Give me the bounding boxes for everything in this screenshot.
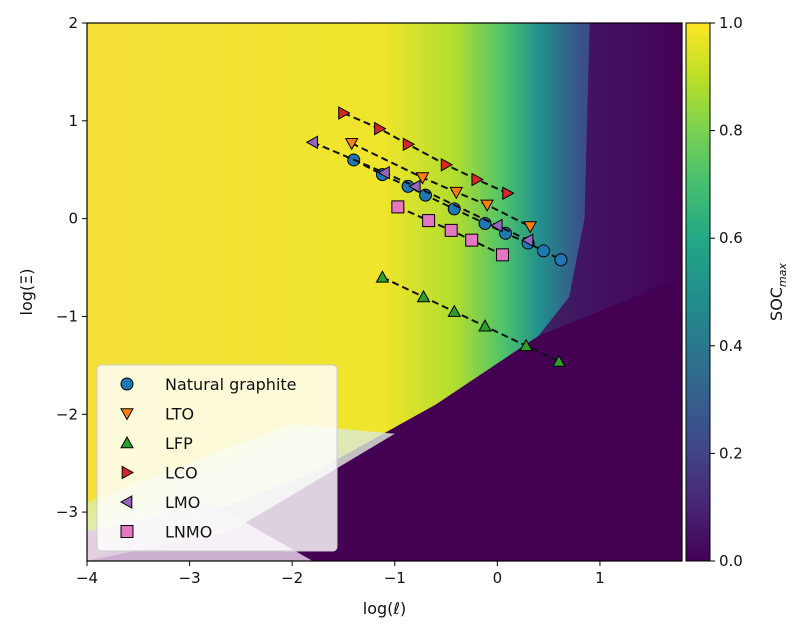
legend-marker-lco: [121, 465, 135, 480]
x-tick-label: −2: [281, 569, 303, 587]
point-lto: [523, 221, 538, 234]
point-lnmo: [391, 200, 405, 214]
y-tick-label: −3: [56, 503, 78, 521]
plot-frame: [86, 22, 683, 562]
fit-line-lco: [343, 112, 509, 195]
y-tick-label: 0: [68, 210, 78, 228]
y-tick-label: −1: [56, 307, 78, 325]
y-tick-label: 1: [68, 112, 78, 130]
point-lco: [402, 137, 416, 152]
point-lfp: [375, 270, 390, 283]
series-lmo: [305, 135, 534, 248]
point-lto: [344, 138, 359, 151]
x-tick-label: 1: [595, 569, 605, 587]
point-natural-graphite: [554, 253, 568, 267]
x-tick-label: −4: [76, 569, 98, 587]
point-lnmo: [422, 214, 436, 228]
point-lco: [471, 172, 484, 187]
series-lto: [344, 138, 538, 234]
colorbar-tick-label: 1.0: [719, 14, 743, 32]
legend-label-lnmo: LNMO: [165, 523, 212, 542]
point-lto: [449, 186, 464, 200]
series-lco: [338, 106, 515, 201]
legend-label-lto: LTO: [165, 405, 194, 424]
colorbar: [685, 22, 711, 562]
colorbar-tick-label: 0.2: [719, 444, 743, 462]
legend-marker-natural-graphite: [120, 377, 134, 391]
point-lmo: [305, 135, 318, 150]
x-tick-label: −1: [384, 569, 406, 587]
point-lco: [502, 186, 515, 201]
point-lmo: [490, 218, 503, 233]
legend-label-lmo: LMO: [165, 493, 200, 512]
y-tick-label: −2: [56, 405, 78, 423]
legend-marker-lfp: [120, 435, 134, 449]
colorbar-label-sub: max: [776, 263, 789, 287]
x-tick-label: 0: [493, 569, 503, 587]
point-lfp: [447, 304, 462, 317]
point-lto: [480, 199, 494, 212]
y-axis-label: log(Ξ): [17, 269, 36, 316]
colorbar-axis: 0.0 0.2 0.4 0.6 0.8 1.0: [710, 14, 743, 570]
point-lmo: [377, 165, 390, 180]
soc-heatmap: [87, 23, 682, 561]
series-lfp: [375, 270, 566, 367]
series-layer: [305, 106, 568, 367]
point-lfp: [519, 338, 533, 352]
colorbar-label-main: SOC: [767, 287, 786, 321]
x-tick-label: −3: [179, 569, 201, 587]
colorbar-tick-label: 0.8: [719, 122, 743, 140]
point-lfp: [478, 319, 492, 332]
point-lco: [338, 106, 351, 120]
point-lmo: [408, 179, 421, 194]
colorbar-label: SOCmax: [767, 263, 789, 321]
point-lmo: [521, 233, 534, 248]
point-lto: [415, 172, 430, 185]
fit-line-lfp: [381, 276, 560, 363]
x-axis: −4 −3 −2 −1 0 1: [76, 561, 605, 587]
point-lco: [440, 157, 454, 172]
legend-label-natural-graphite: Natural graphite: [165, 375, 297, 394]
legend-marker-lnmo: [120, 525, 134, 538]
legend-marker-lto: [120, 408, 134, 421]
point-natural-graphite: [537, 244, 551, 258]
legend-label-lco: LCO: [165, 464, 198, 483]
y-axis: −3 −2 −1 0 1 2: [56, 14, 87, 521]
series-lnmo: [391, 200, 509, 262]
point-lco: [374, 121, 387, 136]
point-lfp: [416, 289, 431, 303]
legend-box: [96, 364, 338, 552]
legend-marker-lmo: [119, 495, 133, 509]
point-lnmo: [444, 223, 458, 237]
colorbar-tick-label: 0.4: [719, 337, 743, 355]
legend-label-lfp: LFP: [165, 434, 193, 453]
point-lfp: [552, 354, 566, 367]
colorbar-tick-label: 0.0: [719, 552, 743, 570]
colorbar-tick-label: 0.6: [719, 229, 743, 247]
fit-line-natural-graphite: [353, 159, 562, 261]
point-lnmo: [465, 233, 479, 247]
x-axis-label: log(ℓ): [363, 599, 406, 618]
y-tick-label: 2: [68, 14, 78, 32]
legend: Natural graphite LTO LFP LCO LMO LNMO: [96, 364, 338, 552]
point-lnmo: [495, 248, 509, 262]
